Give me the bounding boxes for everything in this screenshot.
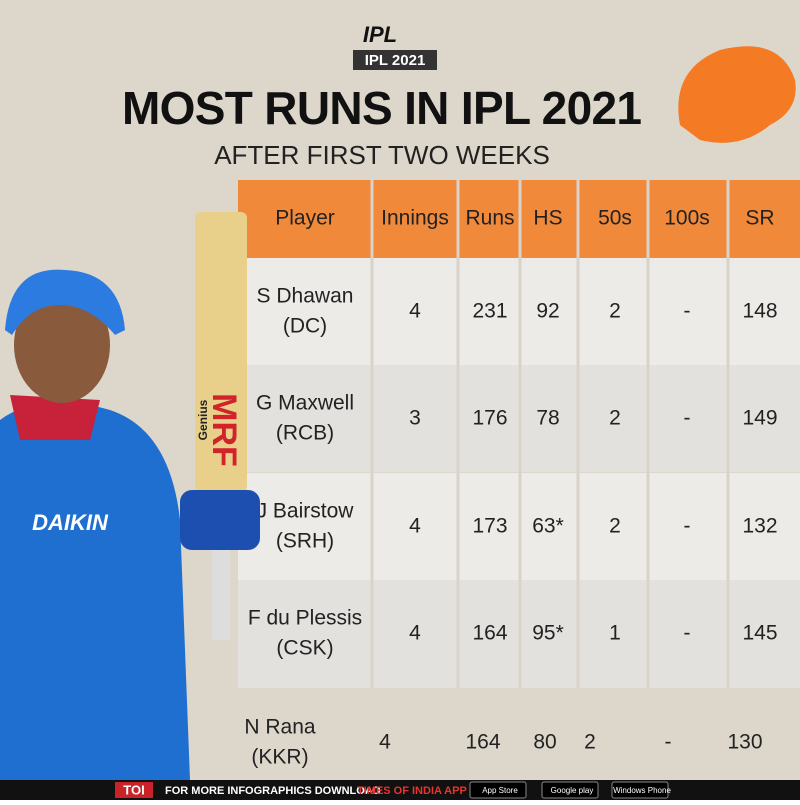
brand-box [115, 782, 153, 798]
bat-text: Genius [196, 399, 210, 440]
player-name: S Dhawan [257, 285, 354, 308]
cell: 2 [609, 407, 621, 430]
column-header: Runs [465, 207, 514, 230]
column-header: Innings [381, 207, 449, 230]
cell: 4 [409, 300, 421, 323]
cell: 173 [472, 515, 507, 538]
cell: - [665, 731, 672, 754]
cell: 164 [465, 731, 500, 754]
player-team: (CSK) [276, 637, 333, 660]
cell: 78 [536, 407, 559, 430]
column-header: Player [275, 207, 335, 230]
cell: 4 [409, 622, 421, 645]
column-header: 50s [598, 207, 632, 230]
cell: 132 [742, 515, 777, 538]
store-badge-label: App Store [482, 786, 518, 795]
column-header: SR [745, 207, 774, 230]
player-team: (SRH) [276, 530, 334, 553]
bat-blade [195, 212, 247, 492]
cell: 1 [609, 622, 621, 645]
player-name: F du Plessis [248, 607, 362, 630]
jersey-text: DAIKIN [32, 510, 109, 535]
cell: 92 [536, 300, 559, 323]
column-header: HS [533, 207, 562, 230]
logo: IPL [363, 22, 397, 47]
player-name: J Bairstow [257, 500, 355, 523]
footer-lead: FOR MORE INFOGRAPHICS DOWNLOAD [165, 785, 381, 797]
cell: 63* [532, 515, 564, 538]
cell: 164 [472, 622, 507, 645]
cell: 148 [742, 300, 777, 323]
store-badges: App Store Google play Windows Phone [469, 781, 671, 799]
store-badge-label: Windows Phone [613, 786, 671, 795]
cell: 130 [727, 731, 762, 754]
store-badge [469, 781, 527, 799]
store-badge-label: Google play [551, 786, 594, 795]
cell: - [684, 407, 691, 430]
table: Player Innings Runs HS 50s 100s SR S Dhawan (DC)… [238, 180, 800, 769]
cap [678, 46, 796, 143]
bat-logo: MRF [205, 393, 243, 467]
cell: - [684, 515, 691, 538]
player-name: G Maxwell [256, 392, 354, 415]
player-illustration: MRF Genius DAIKIN [0, 212, 260, 780]
store-badge [611, 781, 669, 799]
footer-app: TIMES OF INDIA APP [357, 785, 467, 797]
cell: 2 [584, 731, 596, 754]
footer-brand: TOI [123, 782, 144, 797]
badge-box [353, 50, 437, 70]
helmet [5, 269, 125, 335]
player-team: (RCB) [276, 422, 334, 445]
badge: IPL 2021 [365, 52, 426, 69]
cell: 4 [409, 515, 421, 538]
cell: 145 [742, 622, 777, 645]
cell: 231 [472, 300, 507, 323]
player-team: (KKR) [251, 746, 308, 769]
cell: 95* [532, 622, 564, 645]
player-name: N Rana [244, 716, 316, 739]
cell: 176 [472, 407, 507, 430]
glove [180, 490, 260, 550]
cell: 4 [379, 731, 391, 754]
subtitle: AFTER FIRST TWO WEEKS [214, 140, 550, 170]
title: MOST RUNS IN IPL 2021 [122, 82, 642, 134]
cell: 3 [409, 407, 421, 430]
cell: - [684, 300, 691, 323]
cell: 80 [533, 731, 556, 754]
store-badge [541, 781, 599, 799]
column-header: 100s [664, 207, 710, 230]
collar [10, 395, 100, 440]
player-team: (DC) [283, 315, 327, 338]
cell: 2 [609, 300, 621, 323]
cell: 2 [609, 515, 621, 538]
cell: 149 [742, 407, 777, 430]
face [14, 287, 110, 403]
cell: - [684, 622, 691, 645]
footer-bar [0, 780, 800, 800]
jersey-shape [0, 402, 190, 780]
